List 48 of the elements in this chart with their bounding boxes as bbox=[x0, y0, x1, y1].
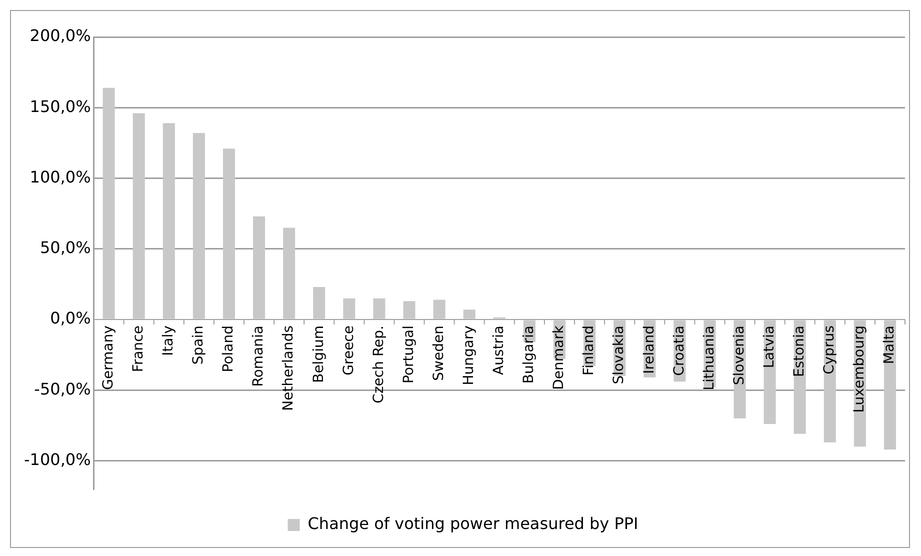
bar bbox=[313, 287, 326, 319]
x-tick-label: Netherlands bbox=[280, 326, 297, 411]
x-tick-label: Spain bbox=[190, 326, 207, 365]
x-tick-label: Finland bbox=[581, 326, 598, 376]
y-tick-label: 200,0% bbox=[30, 26, 91, 46]
x-tick-label: Malta bbox=[882, 326, 898, 364]
bar bbox=[433, 300, 446, 319]
x-tick-label: Germany bbox=[100, 326, 116, 390]
x-tick-label: Latvia bbox=[761, 326, 778, 368]
x-tick-label: Austria bbox=[491, 326, 508, 375]
x-tick-label: Croatia bbox=[671, 326, 688, 376]
bar bbox=[373, 298, 386, 319]
x-tick-label: Denmark bbox=[551, 324, 568, 390]
x-tick-label: France bbox=[130, 326, 146, 372]
y-tick-label: 50,0% bbox=[40, 238, 91, 258]
legend-label: Change of voting power measured by PPI bbox=[308, 514, 638, 534]
bar bbox=[283, 228, 296, 319]
x-tick-label: Portugal bbox=[400, 326, 417, 384]
x-tick-label: Cyprus bbox=[822, 326, 838, 374]
x-tick-label: Lithuania bbox=[701, 326, 718, 390]
bar bbox=[463, 310, 476, 319]
x-tick-label: Czech Rep. bbox=[370, 326, 387, 404]
bar bbox=[102, 88, 115, 319]
bar bbox=[132, 113, 145, 319]
x-tick-label: Hungary bbox=[460, 326, 477, 386]
y-tick-label: -50,0% bbox=[34, 379, 91, 398]
x-tick-label: Ireland bbox=[641, 326, 658, 374]
x-tick-label: Luxembourg bbox=[852, 326, 868, 413]
y-tick-label: 0,0% bbox=[50, 308, 91, 328]
y-tick-label: -100,0% bbox=[24, 450, 91, 469]
y-tick-label: 100,0% bbox=[30, 167, 91, 186]
y-tick-label: 150,0% bbox=[30, 96, 91, 116]
x-tick-label: Romania bbox=[250, 326, 267, 387]
x-tick-label: Belgium bbox=[310, 326, 327, 383]
bar bbox=[403, 301, 416, 319]
x-tick-label: Bulgaria bbox=[521, 326, 538, 384]
x-tick-label: Sweden bbox=[430, 326, 447, 381]
x-tick-label: Poland bbox=[220, 326, 237, 372]
bar bbox=[192, 133, 205, 319]
bar bbox=[162, 123, 175, 319]
x-tick-label: Italy bbox=[160, 326, 177, 356]
bar bbox=[222, 148, 235, 319]
x-tick-label: Estonia bbox=[791, 326, 808, 378]
x-tick-label: Greece bbox=[340, 326, 357, 376]
x-tick-label: Slovenia bbox=[731, 326, 748, 386]
bar bbox=[343, 298, 356, 319]
x-tick-label: Slovakia bbox=[611, 326, 628, 384]
bar bbox=[253, 216, 266, 319]
